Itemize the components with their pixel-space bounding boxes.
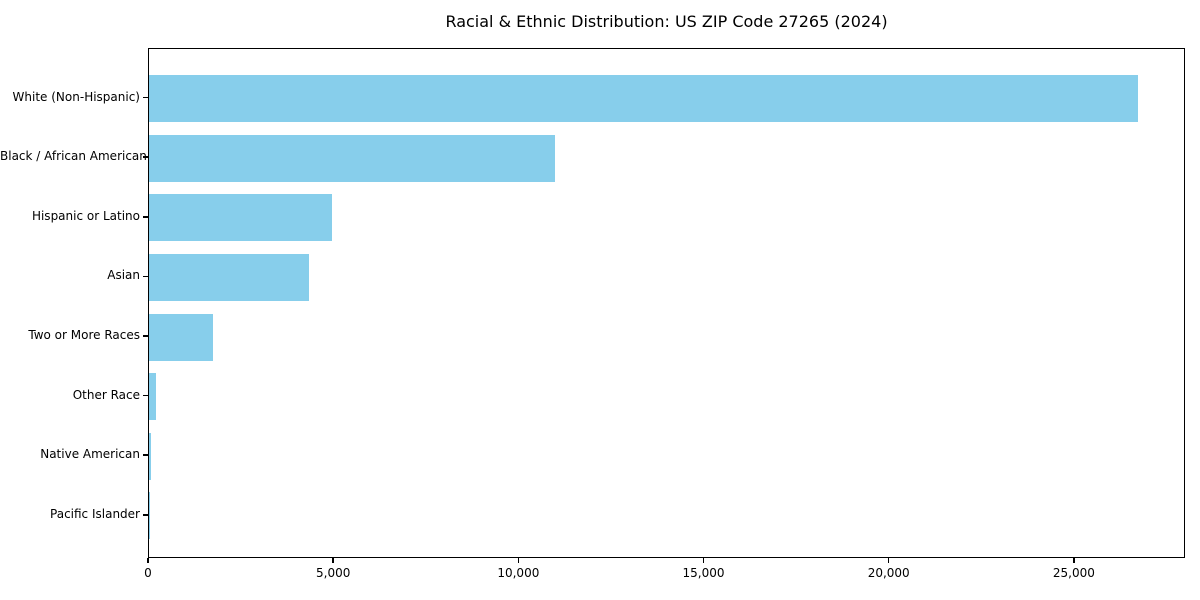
bar-two-or-more-races	[149, 313, 213, 361]
y-tick-mark	[143, 335, 148, 337]
x-tick-mark	[147, 558, 149, 563]
x-tick-label-15000: 15,000	[682, 566, 725, 580]
y-tick-mark	[143, 454, 148, 456]
bar-asian	[149, 253, 309, 301]
x-tick-mark	[702, 558, 705, 563]
y-tick-mark	[143, 156, 148, 158]
y-tick-label-hispanic-or-latino: Hispanic or Latino	[31, 208, 140, 223]
x-tick-label-25000: 25,000	[1052, 566, 1095, 580]
y-tick-mark	[143, 514, 148, 516]
y-tick-label-native-american: Native American	[40, 447, 140, 462]
x-tick-label-10000: 10,000	[497, 566, 540, 580]
bar-black-african-american	[149, 134, 555, 182]
bar-pacific-islander	[149, 492, 150, 540]
y-tick-label-two-or-more-races: Two or More Races	[28, 328, 140, 342]
y-tick-label-white-non-hispanic: White (Non-Hispanic)	[12, 89, 140, 104]
y-tick-mark	[143, 394, 148, 397]
bar-white-non-hispanic	[149, 75, 1138, 123]
chart-title: Racial & Ethnic Distribution: US ZIP Cod…	[445, 12, 888, 31]
x-tick-mark	[517, 558, 520, 563]
y-tick-label-pacific-islander: Pacific Islander	[50, 506, 140, 521]
plot-area	[148, 48, 1185, 558]
x-tick-mark	[332, 558, 334, 563]
y-tick-mark	[143, 275, 148, 278]
x-tick-label-0: 0	[144, 566, 152, 580]
y-tick-label-asian: Asian	[107, 268, 140, 283]
y-tick-label-other-race: Other Race	[72, 387, 140, 402]
bar-other-race	[149, 373, 157, 421]
bar-hispanic-or-latino	[149, 194, 332, 242]
x-tick-label-5000: 5,000	[315, 566, 351, 580]
bar-native-american	[149, 432, 152, 480]
y-tick-label-black-african-american: Black / African American	[0, 149, 147, 164]
x-tick-mark	[887, 558, 890, 563]
x-tick-mark	[1073, 558, 1075, 563]
x-tick-label-20000: 20,000	[867, 566, 910, 580]
y-tick-mark	[143, 216, 148, 218]
y-tick-mark	[143, 96, 148, 99]
